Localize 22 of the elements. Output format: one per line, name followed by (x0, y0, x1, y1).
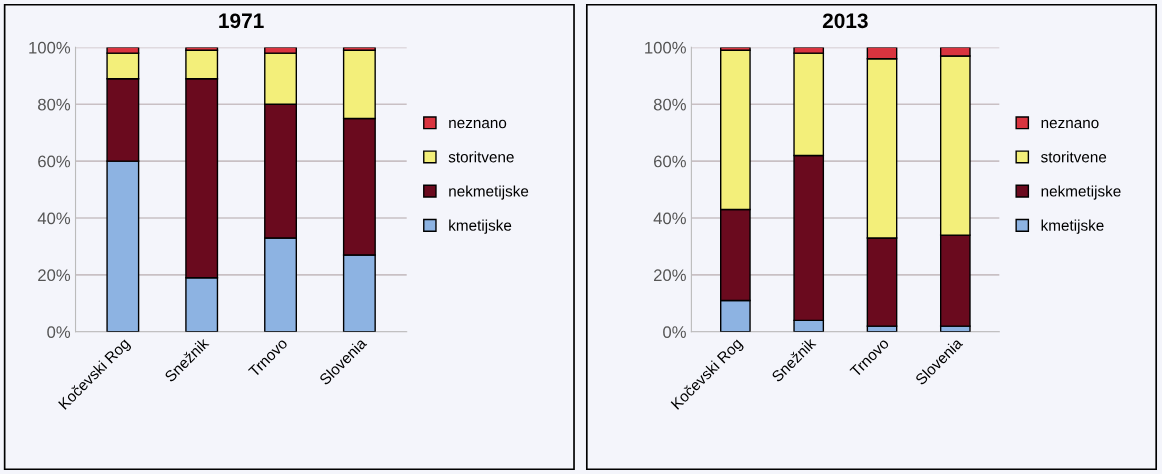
legend-label: neznano (449, 119, 507, 129)
y-tick-label: 100% (29, 41, 71, 54)
y-tick-label: 0% (663, 326, 686, 338)
y-tick-label: 20% (654, 269, 686, 282)
legend-label: storitvene (448, 151, 514, 163)
y-tick-label: 80% (38, 98, 71, 111)
chart-title: 2013 (822, 13, 868, 29)
y-tick-label: 60% (38, 155, 71, 168)
legend-label: kmetijske (449, 219, 512, 234)
legend-label: storitvene (1041, 151, 1107, 163)
y-tick-label: 0% (47, 326, 71, 338)
y-tick-label: 60% (654, 155, 686, 168)
y-tick-label: 40% (37, 212, 71, 225)
y-tick-label: 100% (645, 41, 686, 54)
y-tick-label: 80% (653, 98, 686, 111)
legend-label: nekmetijske (1041, 185, 1121, 200)
legend-label: nekmetijske (449, 185, 529, 200)
legend-label: kmetijske (1041, 219, 1104, 234)
y-tick-label: 20% (38, 269, 71, 282)
chart-title: 1971 (219, 13, 264, 29)
legend-label: neznano (1041, 119, 1099, 129)
y-tick-label: 40% (653, 212, 686, 225)
